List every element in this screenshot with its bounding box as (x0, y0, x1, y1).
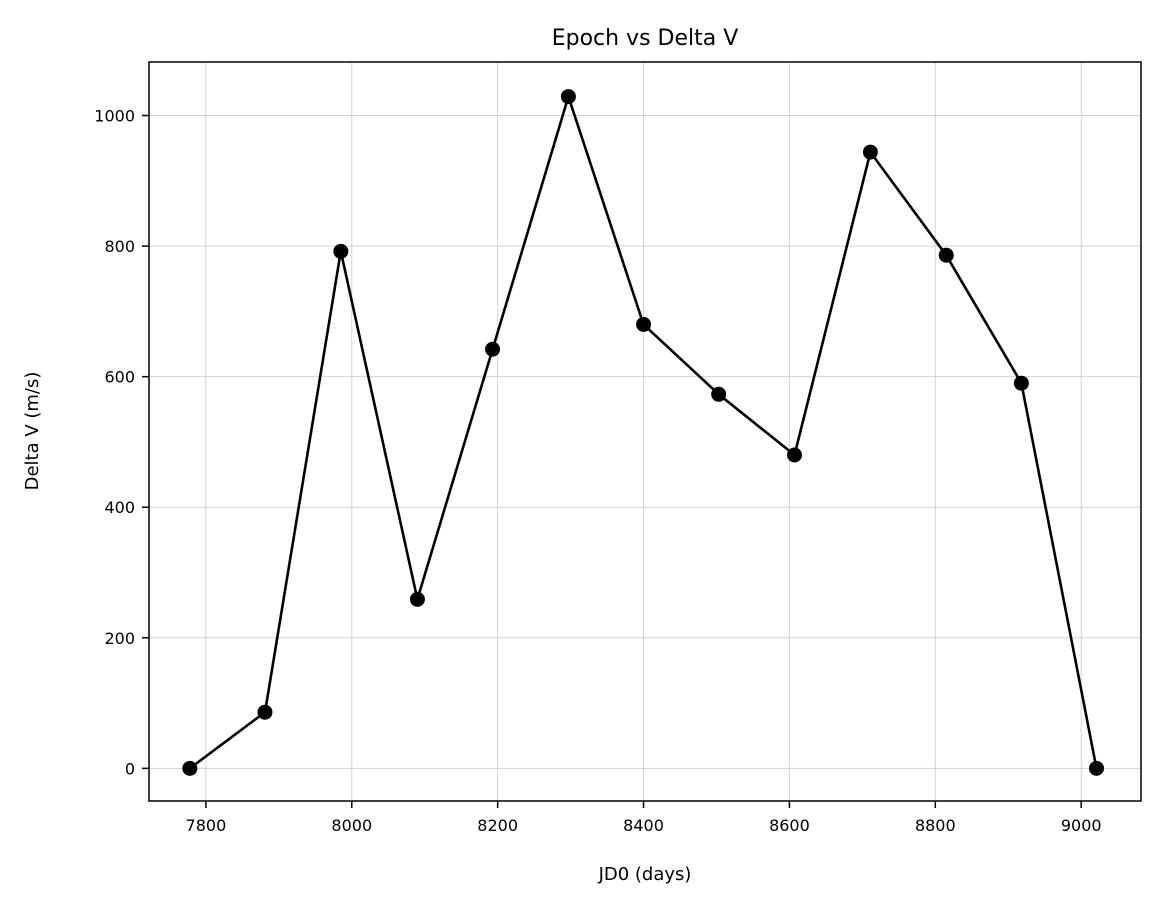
data-point (333, 243, 349, 259)
x-tick-label: 8800 (915, 816, 956, 835)
y-axis-label: Delta V (m/s) (22, 372, 43, 491)
x-tick-label: 8600 (769, 816, 810, 835)
x-tick-label: 7800 (186, 816, 227, 835)
y-tick-label: 0 (125, 759, 135, 778)
data-point (560, 89, 576, 105)
x-axis-label: JD0 (days) (598, 864, 692, 885)
data-point (636, 316, 652, 332)
data-point (711, 386, 727, 402)
y-tick-label: 200 (104, 629, 135, 648)
x-tick-label: 9000 (1061, 816, 1102, 835)
x-tick-label: 8400 (623, 816, 664, 835)
grid (149, 62, 1141, 801)
data-point (182, 760, 198, 776)
y-tick-label: 800 (104, 237, 135, 256)
plot-frame (148, 61, 1142, 802)
x-axis: 7800 8000 8200 8400 8600 8800 9000 (186, 801, 1102, 835)
data-point (1089, 760, 1105, 776)
data-point (787, 447, 803, 463)
data-point (1013, 375, 1029, 391)
y-tick-label: 1000 (94, 107, 135, 126)
x-tick-label: 8200 (477, 816, 518, 835)
data-point (409, 591, 425, 607)
y-tick-label: 600 (104, 368, 135, 387)
chart-title: Epoch vs Delta V (552, 26, 739, 51)
series-layer (182, 89, 1105, 776)
data-point (862, 144, 878, 160)
y-tick-label: 400 (104, 498, 135, 517)
data-point (938, 247, 954, 263)
y-axis: 0 200 400 600 800 1000 (94, 107, 149, 778)
x-tick-label: 8000 (331, 816, 372, 835)
data-point (485, 341, 501, 357)
data-point (257, 704, 273, 720)
